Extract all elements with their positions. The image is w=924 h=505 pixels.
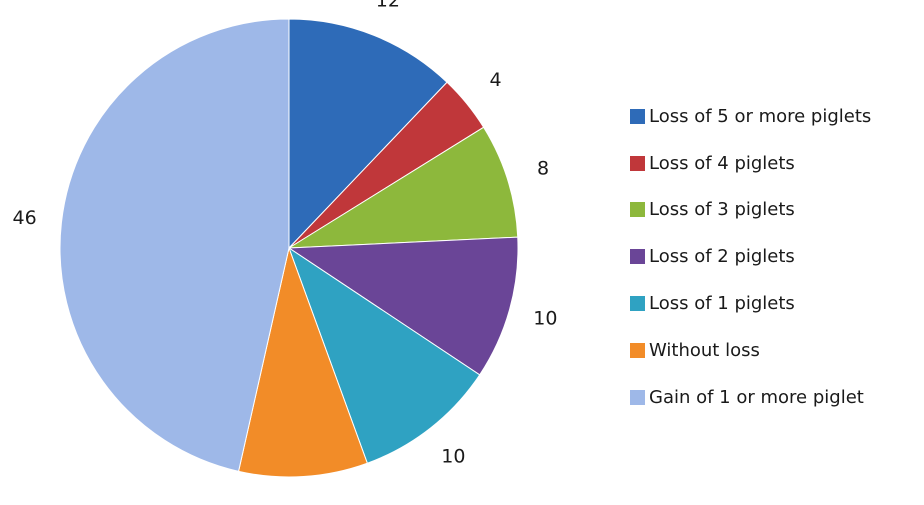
legend-item-loss-of-3-piglets: Loss of 3 piglets bbox=[630, 187, 871, 234]
legend-label: Loss of 2 piglets bbox=[649, 246, 795, 268]
legend-swatch bbox=[630, 108, 645, 124]
legend-label: Without loss bbox=[649, 339, 760, 361]
legend-item-loss-of-2-piglets: Loss of 2 piglets bbox=[630, 233, 871, 280]
data-label-gain-of-1-or-more-piglet: 46 bbox=[13, 207, 37, 229]
legend-label: Loss of 1 piglets bbox=[649, 293, 795, 315]
legend-item-loss-of-5-or-more-piglets: Loss of 5 or more piglets bbox=[630, 93, 871, 140]
legend-item-without-loss: Without loss bbox=[630, 327, 871, 374]
legend-swatch bbox=[630, 202, 645, 218]
legend-label: Loss of 4 piglets bbox=[649, 152, 795, 174]
data-label-loss-of-3-piglets: 8 bbox=[537, 158, 549, 180]
legend-label: Loss of 3 piglets bbox=[649, 199, 795, 221]
pie-slice-gain-of-1-or-more-piglet bbox=[59, 18, 290, 472]
legend-item-loss-of-4-piglets: Loss of 4 piglets bbox=[630, 140, 871, 187]
data-label-loss-of-1-piglets: 10 bbox=[441, 446, 465, 468]
pie-slice-without-loss bbox=[237, 246, 368, 478]
legend-swatch bbox=[630, 155, 645, 171]
pie-slices bbox=[59, 18, 519, 478]
data-label-without-loss: 9 bbox=[300, 502, 312, 505]
chart-legend: Loss of 5 or more piglets Loss of 4 pigle… bbox=[630, 93, 871, 421]
legend-item-loss-of-1-piglets: Loss of 1 piglets bbox=[630, 280, 871, 327]
legend-item-gain-of-1-or-more-piglet: Gain of 1 or more piglet bbox=[630, 374, 871, 421]
pie-slice-loss-of-5-or-more-piglets bbox=[288, 18, 448, 250]
data-label-loss-of-4-piglets: 4 bbox=[489, 69, 501, 91]
data-label-loss-of-2-piglets: 10 bbox=[533, 307, 557, 329]
pie-slice-loss-of-3-piglets bbox=[287, 126, 519, 249]
legend-swatch bbox=[630, 389, 645, 405]
legend-label: Loss of 5 or more piglets bbox=[649, 105, 872, 127]
legend-swatch bbox=[630, 296, 645, 312]
pie-slice-loss-of-2-piglets bbox=[287, 236, 519, 376]
pie-data-labels: 12 4 8 10 10 9 46 bbox=[13, 0, 558, 505]
data-label-loss-of-5-or-more-piglets: 12 bbox=[376, 0, 400, 12]
legend-label: Gain of 1 or more piglet bbox=[649, 386, 864, 408]
pie-slice-loss-of-1-piglets bbox=[288, 246, 481, 464]
legend-swatch bbox=[630, 249, 645, 265]
legend-swatch bbox=[630, 342, 645, 358]
